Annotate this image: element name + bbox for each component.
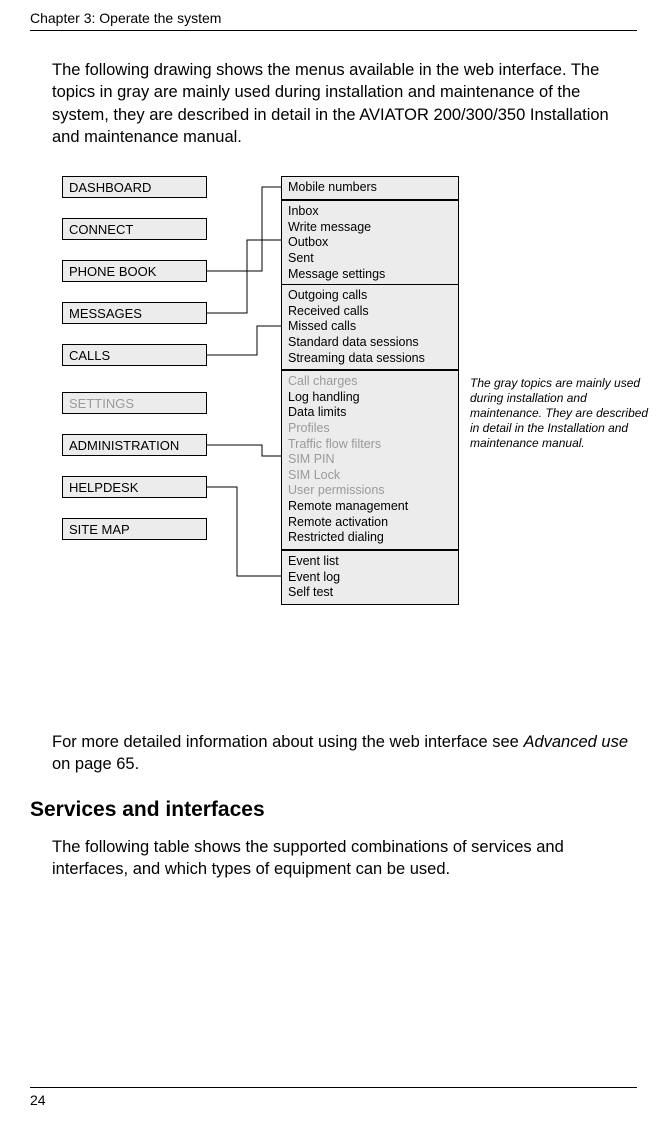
section-heading: Services and interfaces (30, 798, 637, 822)
sub-item: Missed calls (288, 319, 452, 335)
sub-item: Standard data sessions (288, 335, 452, 351)
sub-item: Call charges (288, 374, 452, 390)
menu-settings: SETTINGS (62, 392, 207, 414)
sub-item: SIM PIN (288, 452, 452, 468)
sub-item: Self test (288, 585, 452, 601)
sub-item: Profiles (288, 421, 452, 437)
page-footer: 24 (30, 1087, 637, 1108)
sub-item: Event log (288, 570, 452, 586)
menu-administration: ADMINISTRATION (62, 434, 207, 456)
sub-item: Traffic flow filters (288, 437, 452, 453)
sub-helpdesk: Event list Event log Self test (281, 550, 459, 605)
menu-diagram: DASHBOARD CONNECT PHONE BOOK MESSAGES CA… (62, 176, 637, 701)
sub-item: Write message (288, 220, 452, 236)
sub-item: Sent (288, 251, 452, 267)
menu-phonebook: PHONE BOOK (62, 260, 207, 282)
sub-item: Message settings (288, 267, 452, 283)
para-services: The following table shows the supported … (52, 836, 637, 881)
sub-item: Log handling (288, 390, 452, 406)
sub-item: Restricted dialing (288, 530, 452, 546)
sub-calls: Outgoing calls Received calls Missed cal… (281, 284, 459, 370)
text: on page 65. (52, 755, 139, 773)
chapter-label: Chapter 3: Operate the system (30, 10, 221, 26)
sub-item: Mobile numbers (288, 180, 452, 196)
sub-item: Streaming data sessions (288, 351, 452, 367)
sub-item: Data limits (288, 405, 452, 421)
sub-item: User permissions (288, 483, 452, 499)
intro-paragraph: The following drawing shows the menus av… (52, 59, 637, 148)
sub-item: Outbox (288, 235, 452, 251)
menu-connect: CONNECT (62, 218, 207, 240)
sub-item: Remote management (288, 499, 452, 515)
menu-dashboard: DASHBOARD (62, 176, 207, 198)
text-em: Advanced use (523, 733, 628, 751)
sub-item: SIM Lock (288, 468, 452, 484)
page-number: 24 (30, 1092, 46, 1108)
sub-phonebook: Mobile numbers (281, 176, 459, 200)
text: For more detailed information about usin… (52, 733, 523, 751)
menu-helpdesk: HELPDESK (62, 476, 207, 498)
menu-sitemap: SITE MAP (62, 518, 207, 540)
sub-item: Received calls (288, 304, 452, 320)
side-note: The gray topics are mainly used during i… (470, 376, 650, 451)
sub-item: Remote activation (288, 515, 452, 531)
sub-item: Event list (288, 554, 452, 570)
sub-messages: Inbox Write message Outbox Sent Message … (281, 200, 459, 286)
sub-item: Inbox (288, 204, 452, 220)
menu-calls: CALLS (62, 344, 207, 366)
para-advanced-use: For more detailed information about usin… (52, 731, 637, 776)
sub-admin: Call charges Log handling Data limits Pr… (281, 370, 459, 550)
sub-item: Outgoing calls (288, 288, 452, 304)
menu-messages: MESSAGES (62, 302, 207, 324)
